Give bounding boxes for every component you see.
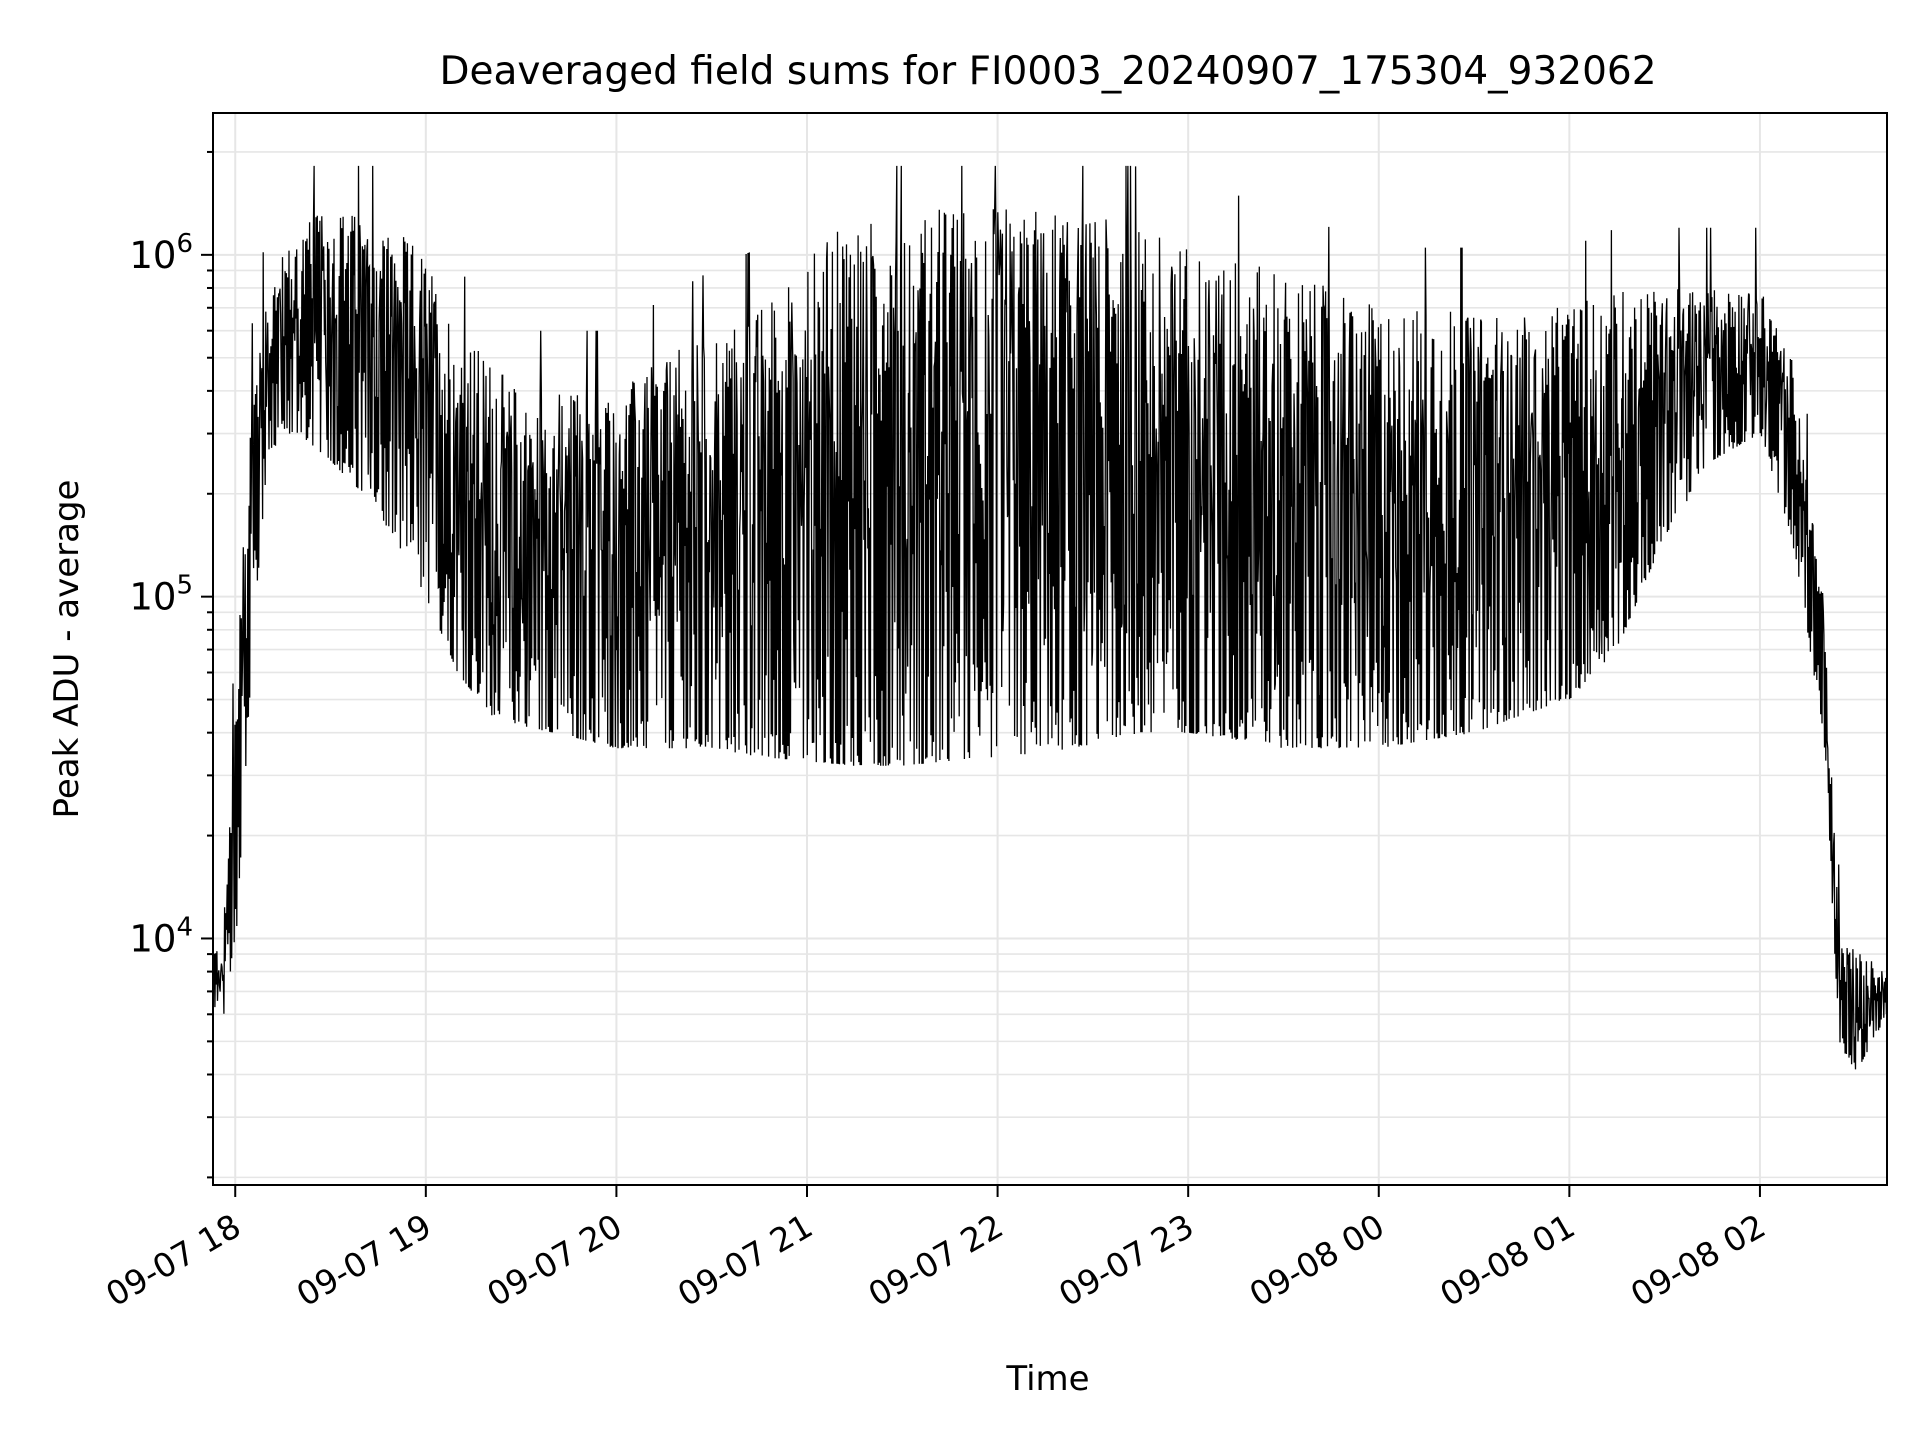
series-line (213, 165, 1887, 1070)
y-tick-label: 106 (129, 229, 193, 277)
x-tick-label: 09-07 22 (862, 1206, 1010, 1314)
x-tick-label: 09-07 18 (99, 1206, 247, 1314)
y-axis: 104 105 106 (129, 150, 213, 1179)
y-tick-label: 104 (129, 912, 193, 960)
x-tick-label: 09-07 21 (671, 1206, 819, 1314)
x-axis-label: Time (1005, 1359, 1089, 1399)
x-tick-label: 09-07 23 (1052, 1206, 1200, 1314)
x-tick-label: 09-08 02 (1624, 1206, 1772, 1314)
data-series (213, 165, 1887, 1070)
x-tick-label: 09-07 20 (480, 1206, 628, 1314)
x-axis: 09-07 18 09-07 19 09-07 20 09-07 21 09-07 22… (99, 1185, 1772, 1314)
y-tick-label: 105 (129, 571, 193, 619)
x-tick-label: 09-08 01 (1433, 1206, 1581, 1314)
x-tick-label: 09-08 00 (1243, 1206, 1391, 1314)
chart-title: Deaveraged field sums for FI0003_2024090… (439, 49, 1656, 94)
x-tick-label: 09-07 19 (290, 1206, 438, 1314)
y-axis-label: Peak ADU - average (47, 480, 87, 819)
